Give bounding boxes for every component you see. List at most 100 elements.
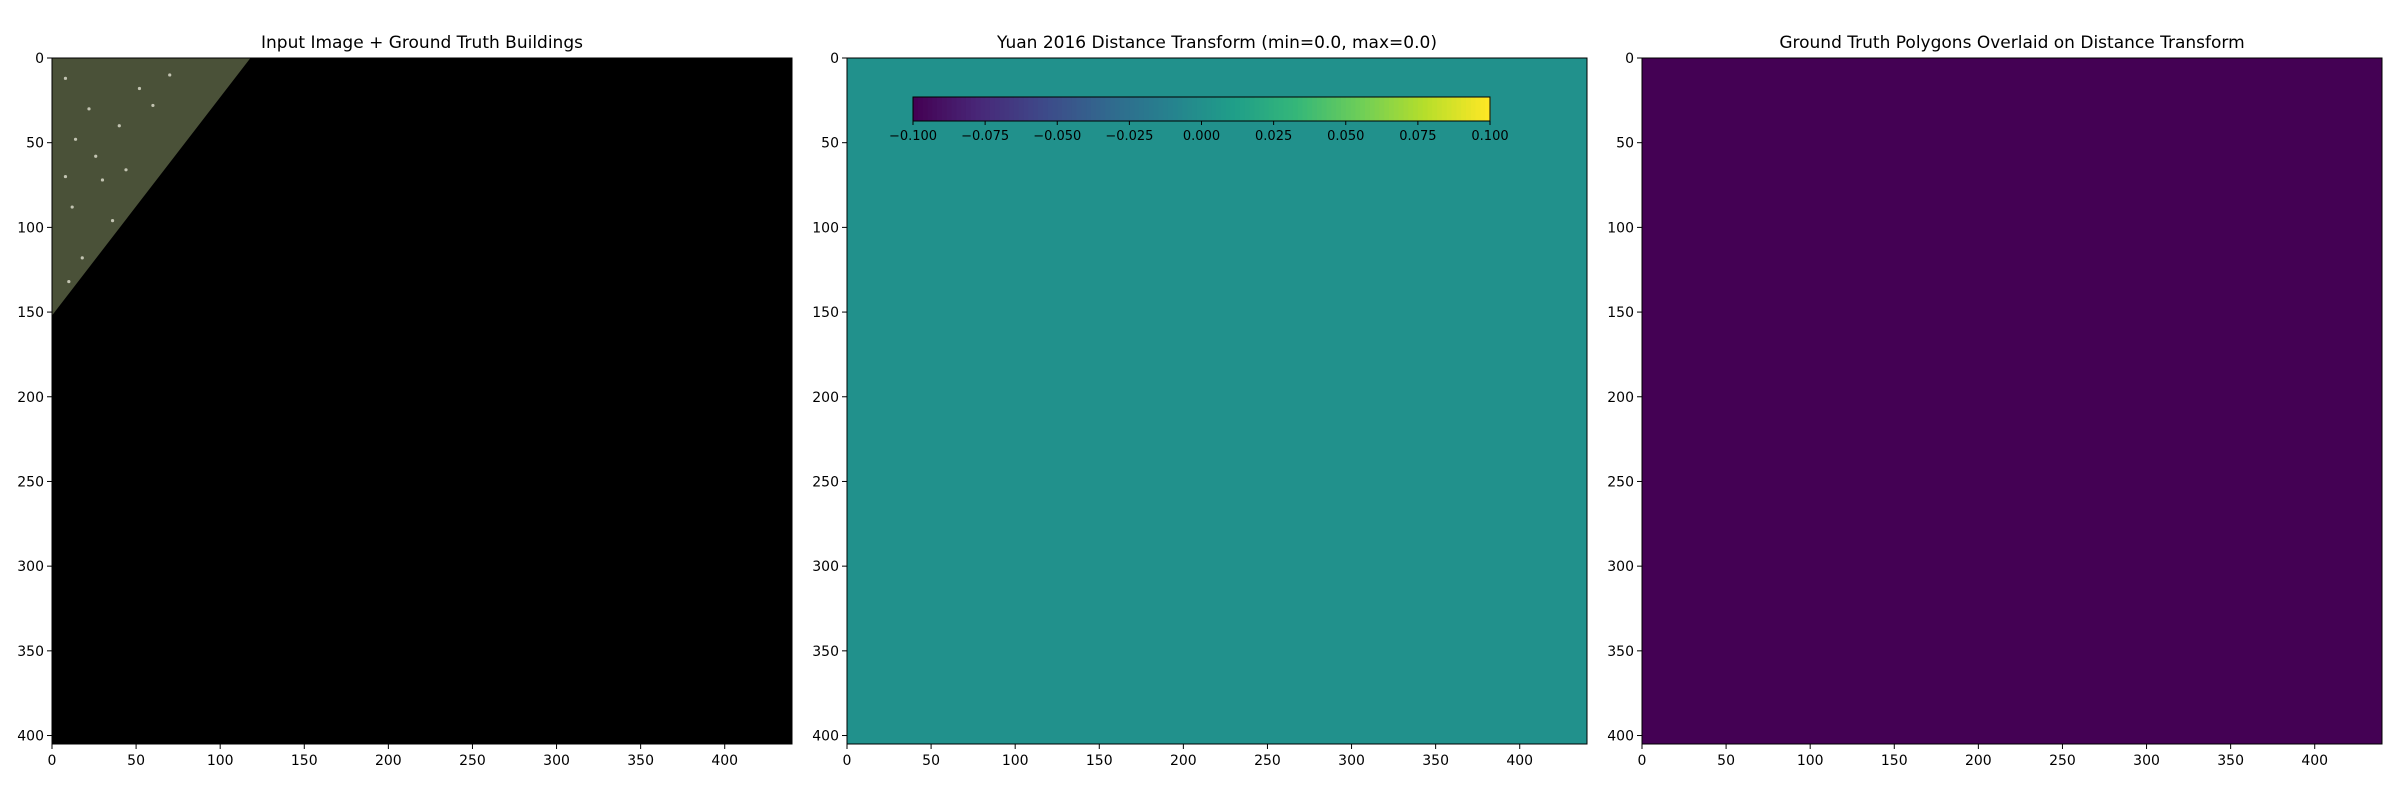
colorbar-segment [1273, 97, 1280, 121]
colorbar-segment [1191, 97, 1198, 121]
colorbar-segment [951, 97, 957, 121]
colorbar-segment [1009, 97, 1015, 121]
y-tick-label: 300 [17, 559, 44, 575]
colorbar-segment [985, 97, 991, 121]
colorbar-segment [927, 97, 933, 121]
imagery-speckle-8 [168, 73, 172, 77]
colorbar-segment [1345, 97, 1352, 121]
colorbar-tick-label: −0.025 [1105, 129, 1153, 144]
colorbar-segment [1312, 97, 1318, 121]
x-tick-label: 100 [1797, 753, 1824, 769]
colorbar-segment [956, 97, 962, 121]
colorbar-segment [1302, 97, 1308, 121]
y-tick-label: 150 [1607, 305, 1634, 321]
colorbar-segment [1143, 97, 1150, 121]
colorbar-segment [1355, 97, 1361, 121]
panel-1-title: Input Image + Ground Truth Buildings [261, 33, 583, 53]
colorbar-segment [1062, 97, 1068, 121]
colorbar-segment [917, 97, 924, 121]
colorbar-segment [1427, 97, 1433, 121]
y-tick-label: 400 [1607, 729, 1634, 745]
colorbar-segment [1230, 97, 1236, 121]
x-tick-label: 0 [843, 753, 852, 769]
y-tick-label: 150 [812, 305, 839, 321]
imagery-speckle-15 [67, 279, 71, 284]
imagery-region [52, 58, 251, 316]
x-tick-label: 100 [207, 753, 234, 769]
colorbar-segment [1052, 97, 1058, 121]
panel-1-frame [51, 57, 793, 745]
y-tick-label: 300 [812, 559, 839, 575]
colorbar-segment [1100, 97, 1106, 121]
colorbar-segment [1475, 97, 1481, 121]
colorbar-segment [1004, 97, 1010, 121]
colorbar-segment [1057, 97, 1063, 121]
colorbar-segment [922, 97, 929, 121]
colorbar-segment [1369, 97, 1376, 121]
colorbar-segment [1071, 97, 1078, 121]
x-tick-label: 300 [543, 753, 570, 769]
y-tick-label: 100 [812, 220, 839, 236]
colorbar-segment [1033, 97, 1039, 121]
colorbar-segment [961, 97, 967, 121]
colorbar-segment [1182, 97, 1188, 121]
panel-3: Ground Truth Polygons Overlaid on Distan… [1607, 33, 2383, 769]
colorbar-segment [1350, 97, 1356, 121]
x-tick-label: 0 [48, 753, 57, 769]
y-tick-label: 300 [1607, 559, 1634, 575]
colorbar-segment [1259, 97, 1265, 121]
colorbar-segment [980, 97, 986, 121]
colorbar-segment [1239, 97, 1246, 121]
colorbar-segment [1326, 97, 1332, 121]
colorbar-segment [1215, 97, 1222, 121]
colorbar-segment [1119, 97, 1126, 121]
colorbar-segment [1225, 97, 1231, 121]
colorbar-segment [1013, 97, 1020, 121]
colorbar-segment [1374, 97, 1381, 121]
imagery-speckles [63, 73, 172, 284]
colorbar-segment [1393, 97, 1400, 121]
imagery-speckle-13 [94, 154, 98, 158]
colorbar-segment [1167, 97, 1174, 121]
y-tick-label: 50 [26, 136, 44, 152]
panel-3-frame [1641, 57, 2383, 745]
panel-2-x-axis: 0 50 100 150 200 250 300 350 400 [843, 744, 1533, 769]
colorbar-segment [1456, 97, 1462, 121]
colorbar-segment [1422, 97, 1429, 121]
colorbar-segment [1206, 97, 1212, 121]
colorbar-segment [1403, 97, 1409, 121]
colorbar-segment [1441, 97, 1448, 121]
colorbar-segment [1187, 97, 1193, 121]
colorbar-segment [1288, 97, 1294, 121]
panel-3-image [1642, 58, 2382, 744]
panel-3-title: Ground Truth Polygons Overlaid on Distan… [1779, 33, 2244, 53]
panel-1-y-axis: 0 50 100 150 200 250 300 350 400 [17, 51, 52, 745]
colorbar-segment [1283, 97, 1289, 121]
x-tick-label: 150 [1086, 753, 1113, 769]
imagery-speckle-4 [117, 124, 121, 128]
y-tick-label: 50 [1616, 136, 1634, 152]
x-tick-label: 150 [1881, 753, 1908, 769]
x-tick-label: 400 [711, 753, 738, 769]
colorbar-segment [1340, 97, 1347, 121]
colorbar-segment [1023, 97, 1029, 121]
x-tick-label: 300 [2133, 753, 2160, 769]
colorbar-segment [1336, 97, 1342, 121]
colorbar-segment [946, 97, 953, 121]
y-tick-label: 0 [35, 51, 44, 67]
x-tick-label: 250 [459, 753, 486, 769]
x-tick-label: 200 [1170, 753, 1197, 769]
panel-1: Input Image + Ground Truth Buildings 0 50 1… [17, 33, 793, 769]
colorbar-segment [941, 97, 948, 121]
colorbar-segment [1417, 97, 1424, 121]
colorbar-segment [1292, 97, 1299, 121]
x-tick-label: 400 [1506, 753, 1533, 769]
colorbar-segment [937, 97, 943, 121]
panel-2-frame [846, 57, 1588, 745]
x-tick-label: 350 [627, 753, 654, 769]
colorbar-segment [932, 97, 938, 121]
colorbar-segment [1220, 97, 1227, 121]
panel-3-x-axis: 0 50 100 150 200 250 300 350 400 [1638, 744, 2328, 769]
colorbar-segment [1177, 97, 1183, 121]
